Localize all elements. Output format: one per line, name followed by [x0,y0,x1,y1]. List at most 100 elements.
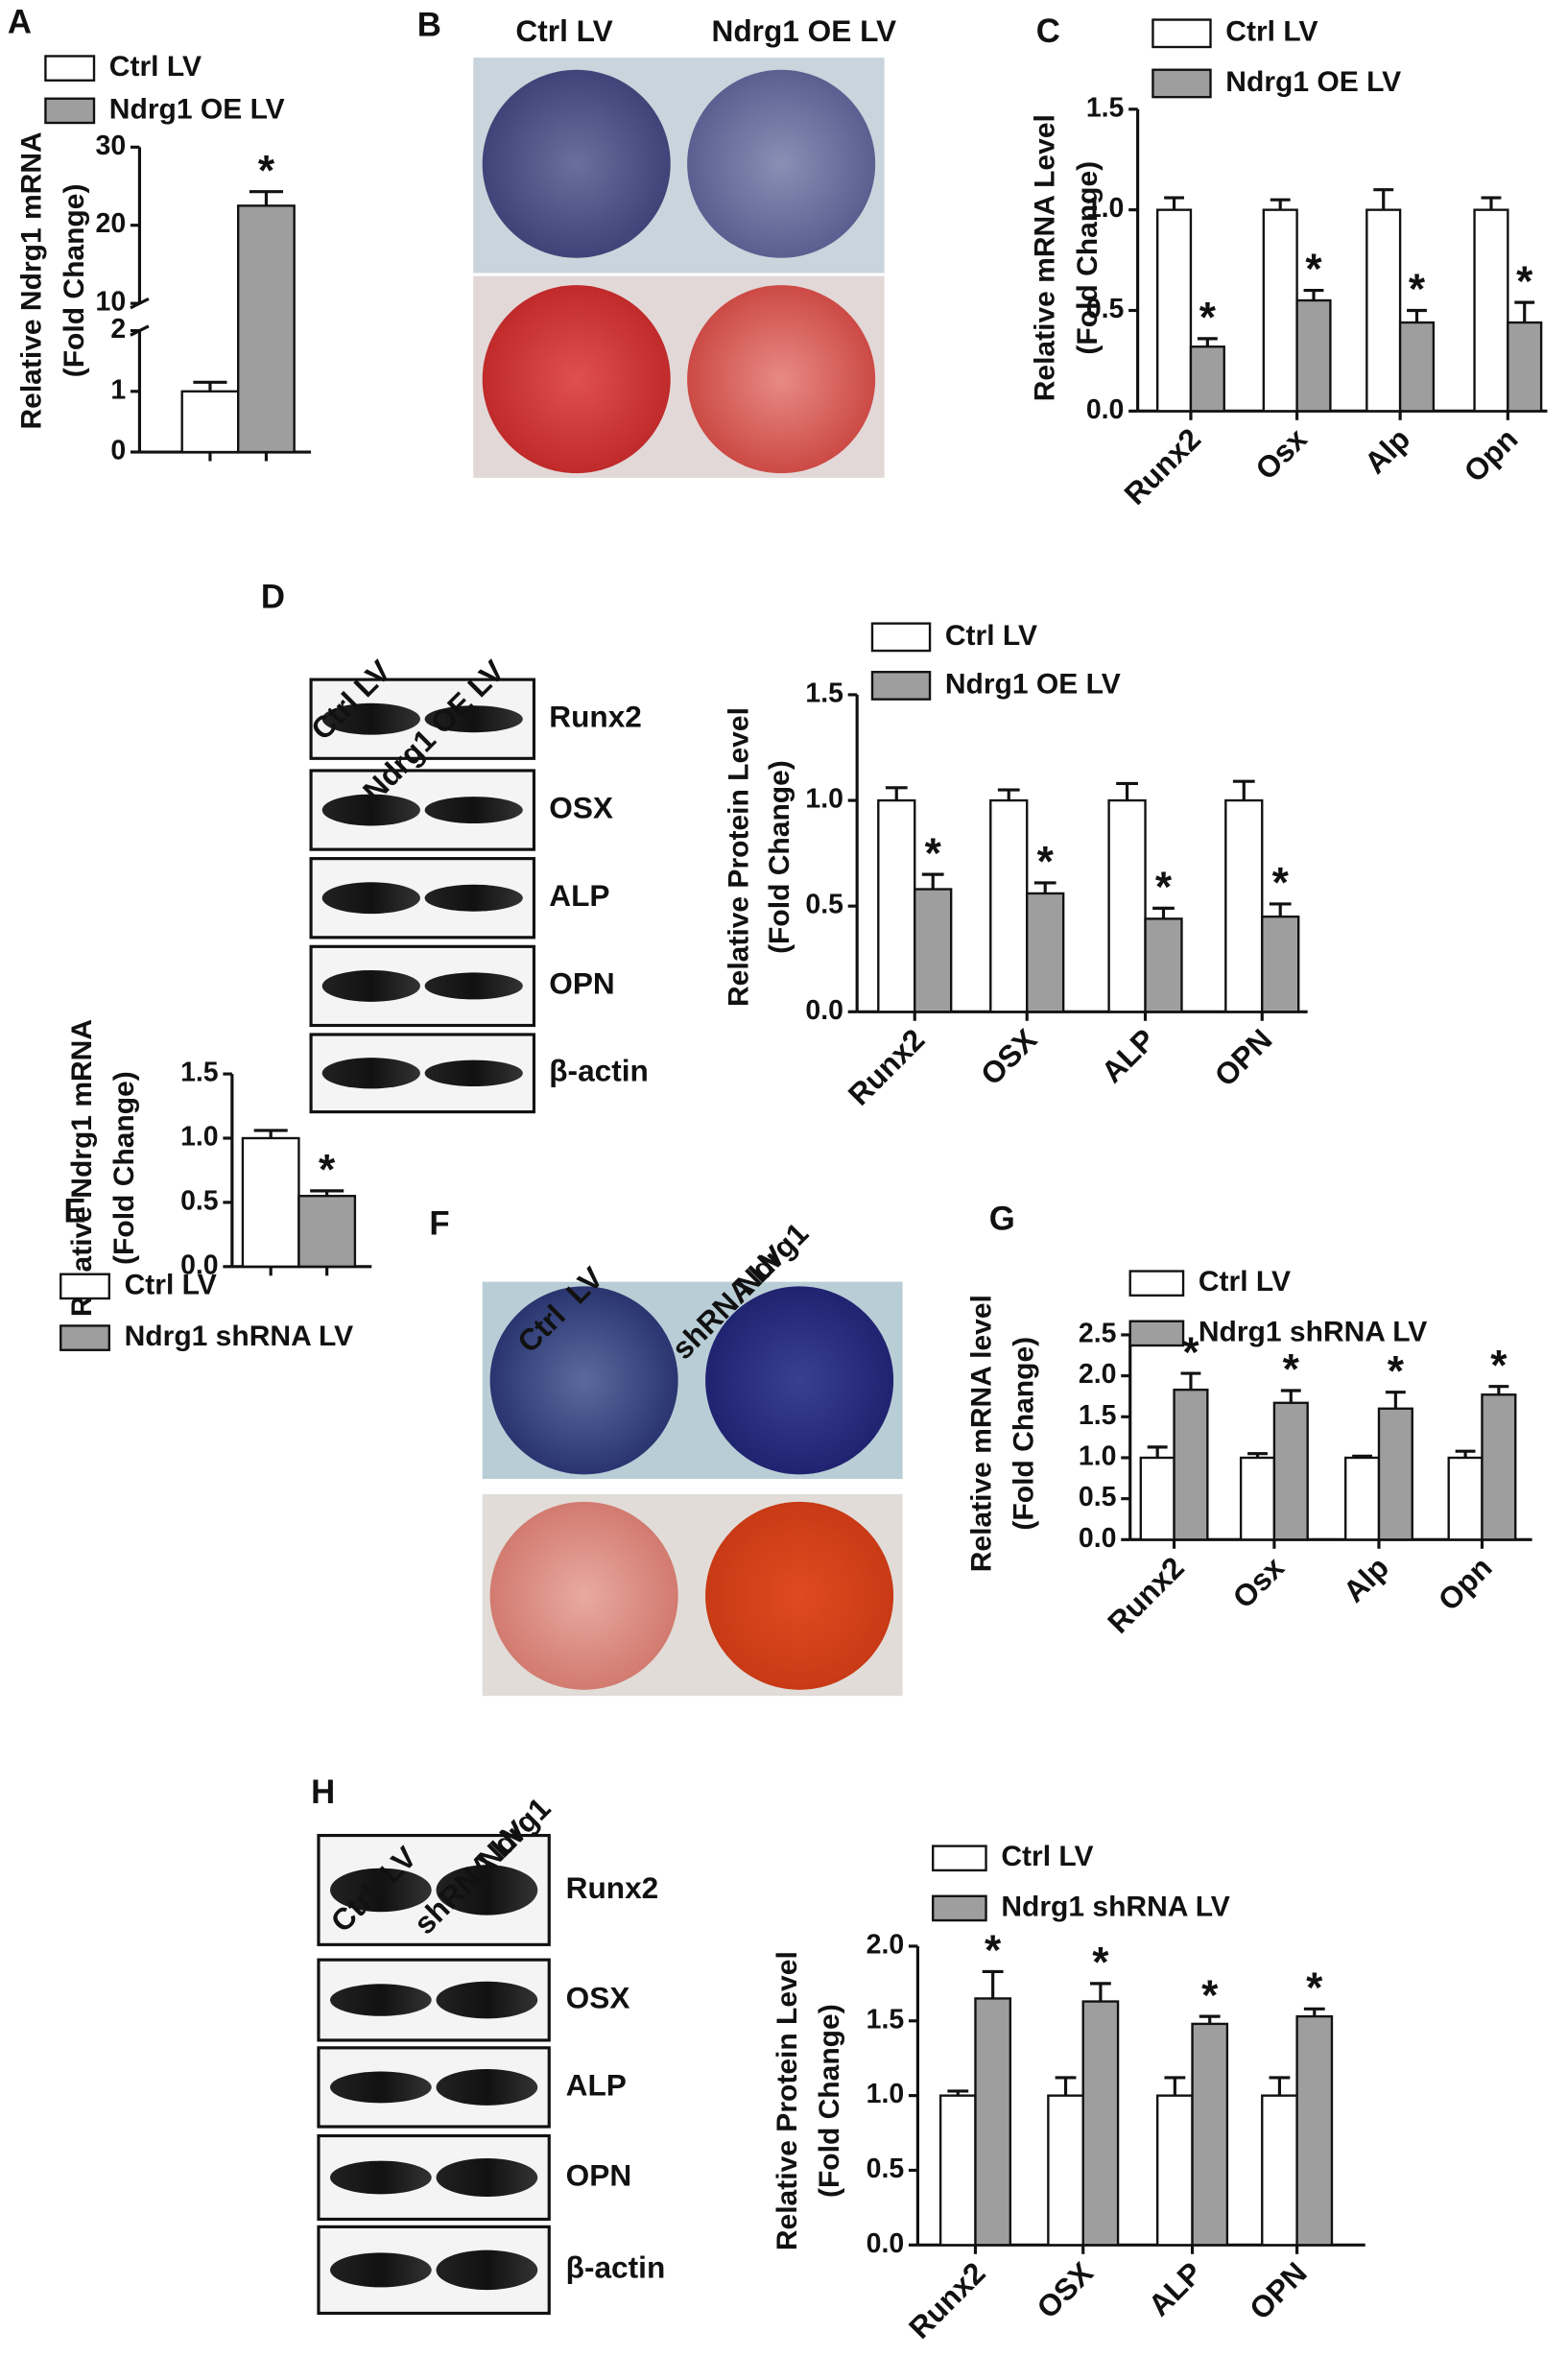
y-tick-label: 1.0 [180,1122,219,1153]
legend-label: Ctrl LV [125,1269,217,1300]
bar [974,1997,1012,2247]
blot-band [436,1865,538,1916]
bar [877,798,916,1013]
x-tick-label: ALP [1095,1022,1162,1089]
legend-swatch [1128,1270,1185,1297]
bar [1365,208,1402,413]
y-tick-label: 2.0 [1079,1359,1117,1390]
blot-band [424,884,523,912]
bar [1261,2094,1298,2247]
panel-letter: H [311,1774,335,1811]
panel-letter: E [63,1194,85,1230]
blot-band [436,2249,538,2291]
significance-marker: * [258,147,275,194]
bar [1047,2094,1084,2247]
bar [1224,798,1264,1013]
x-tick-label: Osx [1225,1550,1291,1615]
blot-band [436,2069,538,2106]
blot-band [321,794,420,826]
row-label: OSX [566,1980,630,2014]
bar [1189,345,1225,413]
blot-band [329,2071,432,2104]
panel-letter: A [8,4,32,40]
bar [1239,1456,1276,1541]
significance-marker: * [925,830,942,877]
bar [914,888,953,1013]
significance-marker: * [1283,1346,1300,1393]
stain-photo [482,1281,903,1697]
significance-marker: * [1199,295,1217,342]
significance-marker: * [1155,864,1173,911]
y-axis-label: Relative mRNA level [965,1295,997,1572]
significance-marker: * [1516,258,1533,305]
y-tick-label: 2.0 [867,1929,905,1960]
x-tick-label: Osx [1248,421,1314,487]
y-tick-label: 0.0 [805,995,843,1026]
legend-label: Ndrg1 shRNA LV [1001,1891,1229,1922]
panel-letter: F [429,1205,449,1242]
bar [989,798,1029,1013]
bar [1344,1456,1381,1541]
bar [1507,321,1543,413]
blot-band [321,1058,420,1089]
blot-band [424,705,523,733]
significance-marker: * [1305,246,1322,293]
legend-swatch [932,1894,987,1922]
legend-label: Ctrl LV [1199,1266,1291,1297]
row-label: ALP [549,878,609,913]
blot-band [329,2252,432,2288]
column-label: Ndrg1 OE LV [712,13,897,48]
y-tick-label: 0.5 [1086,294,1125,324]
legend-label: Ndrg1 OE LV [109,93,285,125]
significance-marker: * [1490,1342,1508,1389]
bar [1081,2000,1120,2247]
blot-band [424,972,523,1000]
panel-letter: B [417,8,441,44]
y-tick-label: 1.5 [1086,92,1125,123]
x-tick-label: OPN [1243,2255,1314,2326]
legend-swatch [1128,1320,1185,1347]
row-label: Runx2 [566,1870,659,1905]
panel-letter: C [1036,13,1060,50]
bar [1398,321,1436,413]
bar [1107,798,1147,1013]
y-axis-label: (Fold Change) [1072,161,1104,355]
x-tick-label: Runx2 [902,2255,992,2345]
blot-band [321,969,420,1002]
bar [1262,208,1298,413]
bar [1139,1456,1175,1541]
bar [1261,915,1300,1013]
significance-marker: * [1409,266,1426,313]
row-label: ALP [566,2067,627,2102]
y-tick-label: 1.5 [805,678,843,708]
significance-marker: * [1388,1347,1405,1394]
y-axis-label: Relative Protein Level [772,1951,803,2250]
significance-marker: * [1272,860,1290,907]
blot-band [329,2160,432,2195]
y-axis-label: Relative mRNA Level [1030,114,1061,401]
blot-band [436,2157,538,2197]
x-tick-label: Runx2 [1101,1550,1191,1640]
blot-band [424,797,523,824]
significance-marker: * [319,1147,336,1194]
y-tick-label: 1 [110,374,126,405]
row-label: OPN [566,2157,632,2192]
bar [1155,2094,1194,2247]
legend-swatch [59,1273,111,1300]
legend-swatch [932,1844,987,1872]
bar [1377,1407,1413,1541]
row-label: OSX [549,790,613,824]
bar [1173,1388,1209,1541]
legend-swatch [1152,68,1212,99]
legend-label: Ctrl LV [1225,16,1318,48]
bar [1026,892,1065,1013]
panel-letter: D [261,580,285,616]
bar [1155,208,1193,413]
axis-break [130,297,150,310]
bar [1473,208,1509,413]
y-axis-label: (Fold Change) [764,760,795,954]
axis-break [130,324,150,337]
significance-marker: * [1037,839,1055,886]
y-tick-label: 1.0 [805,784,843,815]
